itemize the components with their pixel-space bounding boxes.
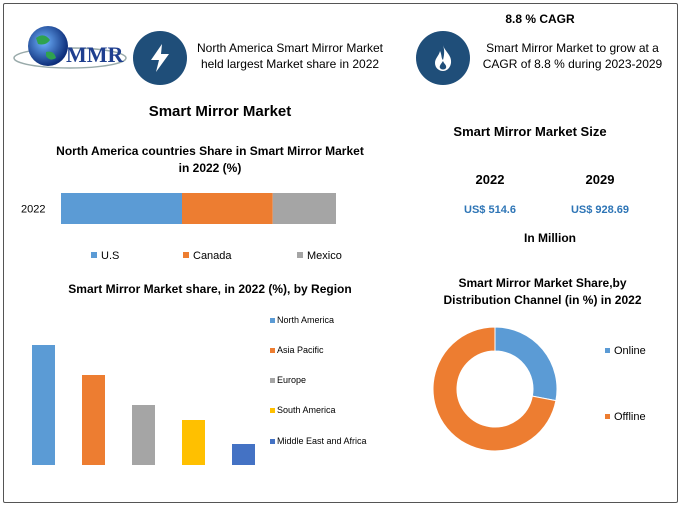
market-size-value2: US$ 928.69 <box>570 204 630 216</box>
chart3-slice-online <box>494 326 558 402</box>
flame-icon <box>435 45 452 71</box>
market-size-year2: 2029 <box>585 172 615 187</box>
chart2-legend-swatch <box>270 408 275 413</box>
chart2-legend-label: Middle East and Africa <box>277 436 367 446</box>
cagr-title: 8.8 % CAGR <box>505 12 575 26</box>
chart1-bar-us <box>61 193 182 224</box>
chart3-legend-label: Offline <box>614 411 646 423</box>
chart2-legend-swatch <box>270 439 275 444</box>
globe-logo-icon <box>13 26 127 69</box>
chart1-legend-swatch <box>91 252 97 258</box>
chart2-title: Smart Mirror Market share, in 2022 (%), … <box>68 282 352 296</box>
chart2-legend-label: Asia Pacific <box>277 345 324 355</box>
chart1-bar-mexico <box>272 193 336 224</box>
chart3-legend-swatch <box>605 414 610 419</box>
chart1-category-label: 2022 <box>21 204 45 216</box>
chart2-legend-label: North America <box>277 315 334 325</box>
chart1-legend-swatch <box>183 252 189 258</box>
chart2-legend-label: Europe <box>277 375 306 385</box>
chart3-title: Smart Mirror Market Share,by Distributio… <box>443 276 642 307</box>
chart1-legend-label: Mexico <box>307 250 342 262</box>
chart2-bar-middle-east-and-africa <box>232 444 255 465</box>
chart2-legend-swatch <box>270 378 275 383</box>
main-title: Smart Mirror Market <box>148 103 292 120</box>
chart2-bar-north-america <box>32 345 55 465</box>
chart2-bar-europe <box>132 405 155 465</box>
chart3-slice-offline <box>432 326 557 452</box>
chart3-donut: Online Offline <box>432 326 646 452</box>
fact2-badge <box>416 31 470 85</box>
logo: MMR <box>10 20 130 75</box>
chart2-bar-south-america <box>182 420 205 465</box>
market-size-title: Smart Mirror Market Size <box>453 124 607 139</box>
chart3-legend-swatch <box>605 348 610 353</box>
chart2-bar-asia-pacific <box>82 375 105 465</box>
chart2-legend-label: South America <box>277 405 336 415</box>
market-size-unit: In Million <box>524 231 576 245</box>
chart2-legend-swatch <box>270 348 275 353</box>
market-size-value1: US$ 514.6 <box>464 204 516 216</box>
fact1-text: North America Smart Mirror Market held l… <box>196 41 384 71</box>
chart1-legend-label: U.S <box>101 250 119 262</box>
lightning-icon <box>151 44 169 72</box>
infographic-frame <box>3 3 678 503</box>
chart1-legend-swatch <box>297 252 303 258</box>
chart2-legend-swatch <box>270 318 275 323</box>
chart2-region-bar: North America Asia Pacific Europe South Ame… <box>32 315 367 465</box>
chart1-bar-canada <box>182 193 273 224</box>
fact2-text: Smart Mirror Market to grow at a CAGR of… <box>482 41 663 71</box>
fact1-badge <box>133 31 187 85</box>
chart1-stacked-bar: 2022 U.S Canada Mexico <box>21 193 342 262</box>
logo-text: MMR <box>66 42 124 67</box>
chart1-legend-label: Canada <box>193 250 232 262</box>
chart3-legend-label: Online <box>614 345 646 357</box>
market-size-year1: 2022 <box>475 172 505 187</box>
chart1-title: North America countries Share in Smart M… <box>56 144 364 175</box>
